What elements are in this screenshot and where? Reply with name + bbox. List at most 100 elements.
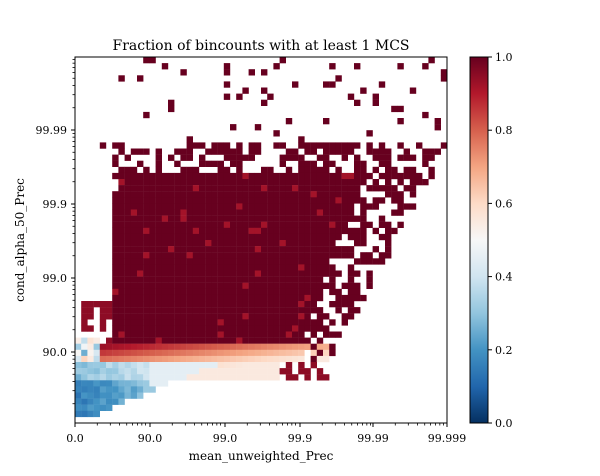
heatmap-cell (304, 258, 311, 265)
heatmap-cell (273, 258, 280, 265)
heatmap-cell (230, 282, 237, 289)
heatmap-cell (174, 185, 181, 192)
heatmap-cell (279, 319, 286, 326)
heatmap-cell (397, 118, 404, 125)
heatmap-cell (137, 331, 144, 338)
heatmap-cell (335, 166, 342, 174)
heatmap-cell (192, 355, 200, 363)
heatmap-cell (130, 288, 138, 296)
heatmap-cell (316, 240, 324, 247)
heatmap-cell (254, 294, 262, 302)
heatmap-cell (298, 252, 305, 259)
heatmap-cell (397, 172, 404, 180)
heatmap-cell (316, 233, 324, 241)
heatmap-cell (329, 252, 336, 259)
heatmap-cell (143, 203, 150, 210)
heatmap-cell (323, 148, 330, 155)
heatmap-cell (285, 191, 293, 198)
heatmap-cell (248, 313, 255, 320)
heatmap-cell (223, 325, 231, 332)
heatmap-cell (354, 99, 361, 106)
heatmap-cell (298, 270, 305, 277)
heatmap-cell (155, 331, 162, 338)
heatmap-cell (347, 191, 355, 198)
heatmap-cell (267, 240, 274, 247)
heatmap-cell (329, 148, 336, 155)
heatmap-cell (329, 203, 336, 210)
heatmap-cell (81, 301, 88, 308)
heatmap-cell (130, 374, 138, 381)
heatmap-cell (329, 191, 336, 198)
heatmap-cell (323, 349, 330, 357)
heatmap-cell (273, 343, 280, 350)
heatmap-cell (230, 270, 237, 277)
heatmap-cell (99, 313, 107, 320)
heatmap-cell (366, 172, 373, 180)
heatmap-cell (422, 154, 429, 161)
heatmap-cell (273, 246, 280, 253)
heatmap-cell (310, 258, 317, 265)
heatmap-cell (230, 154, 237, 161)
heatmap-cell (93, 368, 100, 375)
heatmap-cell (323, 313, 330, 320)
heatmap-cell (279, 264, 286, 271)
heatmap-cell (223, 307, 231, 314)
heatmap-cell (192, 374, 200, 381)
heatmap-cell (242, 240, 249, 247)
heatmap-cell (273, 374, 280, 381)
heatmap-cell (211, 258, 218, 265)
heatmap-cell (230, 252, 237, 259)
heatmap-cell (254, 276, 262, 283)
heatmap-cell (298, 294, 305, 302)
heatmap-cell (75, 368, 82, 375)
heatmap-cell (298, 209, 305, 216)
colorbar-tick-label: 0.2 (495, 344, 513, 357)
heatmap-cell (205, 368, 212, 375)
heatmap-cell (174, 319, 181, 326)
heatmap-cell (310, 276, 317, 283)
heatmap-cell (199, 343, 206, 350)
heatmap-cell (223, 343, 231, 350)
heatmap-cell (161, 63, 169, 70)
heatmap-cell (186, 362, 193, 369)
heatmap-cell (397, 142, 404, 149)
heatmap-cell (211, 288, 218, 296)
heatmap-cell (180, 294, 187, 302)
heatmap-cell (217, 258, 224, 265)
heatmap-cell (292, 154, 299, 161)
heatmap-cell (416, 179, 423, 186)
heatmap-cell (316, 307, 324, 314)
heatmap-cell (137, 197, 144, 204)
heatmap-cell (329, 331, 336, 338)
heatmap-cell (329, 288, 336, 296)
heatmap-cell (124, 215, 131, 222)
heatmap-cell (261, 246, 268, 253)
heatmap-cell (112, 325, 119, 332)
heatmap-cell (180, 288, 187, 296)
heatmap-cell (87, 404, 94, 411)
heatmap-cell (192, 246, 200, 253)
heatmap-cell (292, 172, 299, 180)
heatmap-cell (217, 191, 224, 198)
heatmap-cell (360, 87, 367, 94)
heatmap-cell (155, 185, 162, 192)
heatmap-cell (329, 142, 336, 149)
heatmap-cell (192, 349, 200, 357)
heatmap-cell (87, 392, 94, 399)
heatmap-cell (155, 270, 162, 277)
heatmap-cell (149, 221, 156, 228)
heatmap-cell (130, 252, 138, 259)
heatmap-cell (87, 410, 94, 418)
heatmap-cell (254, 301, 262, 308)
heatmap-cell (217, 313, 224, 320)
heatmap-cell (292, 270, 299, 277)
heatmap-cell (434, 148, 441, 155)
heatmap-cell (199, 313, 206, 320)
heatmap-cell (217, 374, 224, 381)
heatmap-cell (354, 227, 361, 235)
heatmap-cell (211, 282, 218, 289)
heatmap-cell (335, 142, 342, 149)
heatmap-cell (304, 307, 311, 314)
heatmap-cell (261, 343, 268, 350)
heatmap-cell (329, 349, 336, 357)
